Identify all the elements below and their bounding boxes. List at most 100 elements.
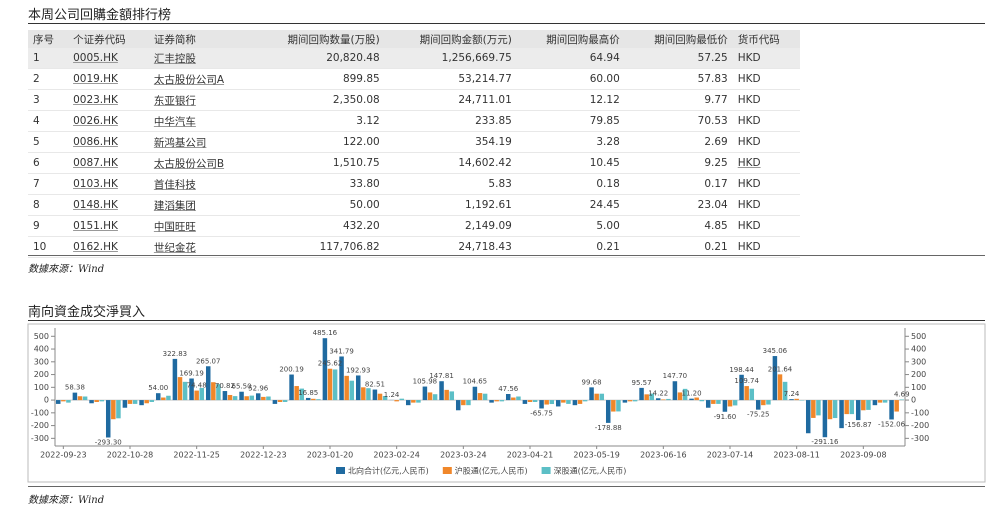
bar xyxy=(232,396,238,401)
cell: 0005.HK xyxy=(68,48,149,69)
cell: 10 xyxy=(28,236,69,258)
bar xyxy=(405,400,411,406)
bar xyxy=(699,400,705,402)
data-label: 82.51 xyxy=(365,381,385,389)
bar xyxy=(482,393,488,401)
cell: HKD xyxy=(732,215,800,237)
bar xyxy=(549,400,555,405)
bar xyxy=(394,400,399,402)
data-label: 345.06 xyxy=(763,347,788,355)
bar xyxy=(872,400,878,406)
bar xyxy=(377,393,383,401)
y2-tick-label: -200 xyxy=(911,421,929,430)
cell: 0.17 xyxy=(624,173,733,195)
data-label: 322.83 xyxy=(163,350,188,358)
data-label: 201.64 xyxy=(768,365,793,373)
bar xyxy=(261,396,266,401)
bar xyxy=(66,400,71,403)
y2-tick-label: 500 xyxy=(911,332,926,341)
cell: 432.20 xyxy=(252,215,385,237)
bar xyxy=(432,394,438,401)
data-label: 147.81 xyxy=(429,372,454,380)
cell: 70.53 xyxy=(624,110,733,132)
bar xyxy=(832,400,838,419)
y-tick-label: -100 xyxy=(31,408,49,417)
bar xyxy=(494,400,499,402)
cell: 5.83 xyxy=(384,173,517,195)
x-tick-label: 2023-09-08 xyxy=(840,451,887,460)
bar xyxy=(239,391,244,401)
bar xyxy=(166,395,171,401)
cell: 12.12 xyxy=(516,89,625,111)
bar xyxy=(316,399,321,401)
cell: 57.83 xyxy=(624,68,733,90)
bar xyxy=(111,400,116,420)
bar xyxy=(732,400,738,406)
cell: 4.85 xyxy=(624,215,733,237)
bar xyxy=(355,375,361,401)
bar xyxy=(399,398,405,401)
bar xyxy=(577,400,583,404)
bar xyxy=(189,378,194,401)
row: 2 0019.HK 太古股份公司A 899.85 53,214.77 60.00 57.83… xyxy=(28,68,800,90)
data-label: 74.48 xyxy=(187,382,207,390)
bar xyxy=(155,393,161,401)
bar xyxy=(682,388,688,401)
bar xyxy=(439,381,444,401)
bar xyxy=(266,396,271,401)
header-row: 序号 个证券代码 证券简称 期间回购数量(万股) 期间回购金额(万元) 期间回购最高价 期间… xyxy=(28,30,800,48)
bar xyxy=(327,368,333,401)
source: 数據來源：Wind xyxy=(28,264,105,275)
bar xyxy=(94,400,99,402)
legend-swatch xyxy=(442,467,452,474)
bar xyxy=(122,400,128,408)
bar xyxy=(561,400,566,403)
bar xyxy=(77,396,83,401)
cell: HKD xyxy=(732,89,800,111)
data-label: 105.98 xyxy=(413,378,438,386)
bar xyxy=(539,400,544,409)
cell: 新鸿基公司 xyxy=(148,131,253,153)
data-label: 58.38 xyxy=(65,384,85,392)
cell: 首佳科技 xyxy=(148,173,253,195)
cell: 0019.HK xyxy=(68,68,149,90)
cell: 9.25 xyxy=(624,152,733,174)
cell: 东亚银行 xyxy=(148,89,253,111)
bar xyxy=(711,400,716,404)
bar xyxy=(411,400,416,403)
bar xyxy=(199,387,205,401)
cell: 世纪金花 xyxy=(148,236,253,258)
y-tick-label: 200 xyxy=(34,370,49,379)
x-tick-label: 2022-09-23 xyxy=(40,451,87,460)
cell: HKD xyxy=(732,152,800,174)
cell: 1 xyxy=(28,48,69,69)
data-label: 52.96 xyxy=(248,384,269,392)
cell: 5 xyxy=(28,131,69,153)
cell: 64.94 xyxy=(516,48,625,69)
cell: HKD xyxy=(732,194,800,216)
bar xyxy=(255,393,261,401)
bar xyxy=(149,400,155,402)
bar xyxy=(61,400,66,402)
row: 6 0087.HK 太古股份公司B 1,510.75 14,602.42 10.45 9.2… xyxy=(28,152,800,174)
bar xyxy=(332,369,338,401)
table: 序号 个证券代码 证券简称 期间回购数量(万股) 期间回购金额(万元) 期间回购最高价 期间… xyxy=(28,30,800,258)
cell: 53,214.77 xyxy=(384,68,517,90)
x-tick-label: 2023-06-16 xyxy=(640,451,687,460)
cell: 3.12 xyxy=(252,110,385,132)
section-title: 本周公司回購金額排行榜 xyxy=(28,8,172,23)
cell: 7 xyxy=(28,173,69,195)
bar xyxy=(461,400,466,406)
bar xyxy=(344,375,349,401)
bar xyxy=(116,400,121,419)
cell: 0023.HK xyxy=(68,89,149,111)
cell: HKD xyxy=(732,48,800,69)
cell: 122.00 xyxy=(252,131,385,153)
legend-swatch xyxy=(541,467,551,474)
data-label: 341.79 xyxy=(329,347,354,355)
bar xyxy=(522,400,528,404)
cell: 中华汽车 xyxy=(148,110,253,132)
bar xyxy=(299,388,305,401)
rule xyxy=(28,486,985,487)
cell: 6 xyxy=(28,152,69,174)
